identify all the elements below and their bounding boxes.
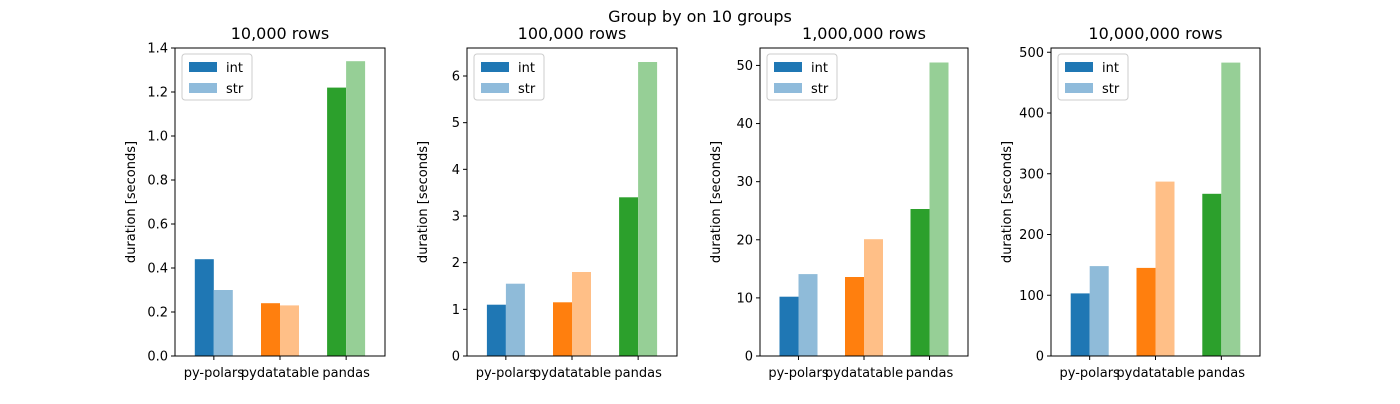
y-tick-label: 0.6 — [147, 218, 168, 233]
legend: int str — [1057, 53, 1129, 101]
y-tick-label: 0.0 — [147, 350, 168, 365]
bar-py-polars-int — [194, 259, 214, 356]
bar-pandas-int — [619, 197, 639, 356]
legend-label-str: str — [518, 82, 536, 97]
bar-py-polars-int — [486, 304, 506, 356]
y-tick-label: 30 — [736, 175, 753, 190]
legend: int str — [473, 53, 545, 101]
legend-swatch-int — [774, 62, 802, 72]
y-tick-label: 10 — [736, 291, 753, 306]
bar-pydatatable-int — [845, 277, 864, 356]
bar-pydatatable-str — [864, 239, 883, 356]
bar-pandas-int — [910, 209, 930, 356]
y-tick-label: 1 — [452, 303, 460, 318]
bar-pydatatable-str — [1155, 181, 1175, 356]
y-tick-label: 4 — [452, 163, 460, 178]
bar-pydatatable-int — [261, 303, 280, 356]
bar-py-polars-str — [213, 290, 233, 356]
legend: int str — [181, 53, 253, 101]
bar-py-polars-str — [1089, 266, 1109, 356]
legend-swatch-str — [774, 83, 802, 93]
y-tick-label: 1.4 — [147, 42, 168, 57]
y-tick-label: 5 — [452, 116, 460, 131]
y-axis-label: duration [seconds] — [416, 141, 431, 263]
x-tick-label: pandas — [1198, 366, 1246, 381]
legend: int str — [766, 53, 838, 101]
chart-title: 10,000 rows — [231, 24, 330, 43]
bar-pydatatable-str — [572, 272, 591, 356]
legend-label-int: int — [1102, 61, 1119, 76]
y-tick-label: 0.4 — [147, 262, 168, 277]
x-tick-label: pandas — [906, 366, 954, 381]
y-axis-label: duration [seconds] — [124, 141, 139, 263]
y-tick-label: 40 — [736, 117, 753, 132]
bar-pydatatable-int — [1136, 267, 1156, 356]
chart-title: 1,000,000 rows — [802, 24, 926, 43]
legend-label-str: str — [811, 82, 829, 97]
legend-label-str: str — [226, 82, 244, 97]
legend-swatch-str — [1065, 83, 1093, 93]
legend-swatch-int — [481, 62, 509, 72]
y-tick-label: 50 — [736, 59, 753, 74]
legend-swatch-str — [189, 83, 217, 93]
chart-title: 10,000,000 rows — [1088, 24, 1222, 43]
bar-pandas-str — [346, 61, 366, 356]
bar-pydatatable-int — [553, 302, 572, 356]
y-tick-label: 100 — [1019, 289, 1044, 304]
bar-py-polars-str — [798, 274, 818, 356]
legend-swatch-int — [1065, 62, 1093, 72]
chart-panel-1: 0.0 0.2 0.4 0.6 0.8 1.0 1.2 1.4 py-polarspydatat… — [124, 24, 386, 381]
legend-swatch-int — [189, 62, 217, 72]
bar-pandas-int — [327, 87, 347, 356]
x-tick-label: pydatatable — [825, 366, 903, 381]
y-tick-label: 20 — [736, 233, 753, 248]
y-axis-label: duration [seconds] — [709, 141, 724, 263]
y-tick-label: 1.2 — [147, 86, 168, 101]
x-tick-label: py-polars — [476, 366, 537, 381]
y-tick-label: 300 — [1019, 167, 1044, 182]
y-axis-label: duration [seconds] — [1000, 141, 1015, 263]
y-tick-label: 400 — [1019, 107, 1044, 122]
y-tick-label: 0 — [1036, 350, 1044, 365]
chart-title: 100,000 rows — [518, 24, 627, 43]
x-tick-label: pandas — [322, 366, 370, 381]
figure-title: Group by on 10 groups — [608, 7, 792, 26]
legend-swatch-str — [481, 83, 509, 93]
y-tick-label: 0.8 — [147, 174, 168, 189]
x-tick-label: py-polars — [184, 366, 245, 381]
y-tick-label: 3 — [452, 210, 460, 225]
y-tick-label: 6 — [452, 70, 460, 85]
bar-py-polars-int — [779, 296, 799, 356]
x-tick-label: pydatatable — [533, 366, 611, 381]
x-tick-label: pydatatable — [1116, 366, 1194, 381]
y-tick-label: 200 — [1019, 228, 1044, 243]
y-tick-label: 2 — [452, 256, 460, 271]
legend-label-int: int — [226, 61, 243, 76]
bar-pandas-str — [638, 62, 658, 356]
bar-pandas-str — [1221, 62, 1241, 356]
bar-py-polars-int — [1070, 293, 1090, 356]
y-tick-label: 0 — [452, 350, 460, 365]
y-tick-label: 1.0 — [147, 130, 168, 145]
legend-label-int: int — [518, 61, 535, 76]
bar-pandas-int — [1202, 193, 1222, 356]
legend-label-str: str — [1102, 82, 1120, 97]
y-tick-label: 0 — [745, 350, 753, 365]
bar-pydatatable-str — [280, 305, 299, 356]
x-tick-label: py-polars — [1060, 366, 1121, 381]
x-tick-label: pandas — [614, 366, 662, 381]
legend-label-int: int — [811, 61, 828, 76]
y-tick-label: 500 — [1019, 46, 1044, 61]
x-tick-label: pydatatable — [241, 366, 319, 381]
bar-pandas-str — [929, 62, 949, 356]
bar-py-polars-str — [505, 283, 525, 356]
y-tick-label: 0.2 — [147, 306, 168, 321]
x-tick-label: py-polars — [768, 366, 829, 381]
